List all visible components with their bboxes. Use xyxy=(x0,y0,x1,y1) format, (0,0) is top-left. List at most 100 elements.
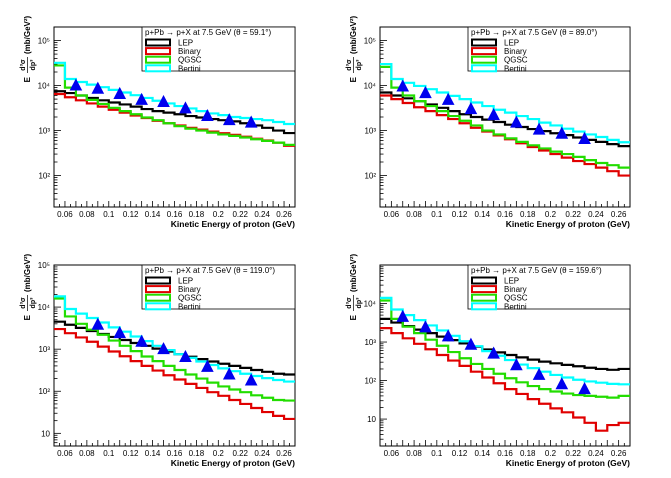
legend-swatch-binary xyxy=(471,285,497,294)
x-tick-label: 0.22 xyxy=(232,449,248,458)
x-axis-title: Kinetic Energy of proton (GeV) xyxy=(171,458,295,468)
data-point xyxy=(113,326,127,339)
data-point xyxy=(244,115,258,128)
legend-swatch-qgsc xyxy=(145,55,171,64)
y-tick-label: 10 xyxy=(41,429,50,438)
data-point xyxy=(487,346,500,359)
data-point xyxy=(441,329,455,342)
legend-swatch-lep xyxy=(471,276,497,285)
legend-label-binary: Binary xyxy=(178,285,201,294)
data-point xyxy=(113,86,127,99)
legend-label-binary: Binary xyxy=(178,47,201,56)
y-axis-title-num: d³σ xyxy=(346,297,353,309)
x-tick-label: 0.16 xyxy=(167,449,183,458)
x-tick-label: 0.16 xyxy=(497,210,513,219)
legend-title: p+Pb → p+X at 7.5 GeV (θ = 159.6°) xyxy=(471,266,602,275)
x-tick-label: 0.12 xyxy=(123,210,139,219)
x-tick-label: 0.24 xyxy=(254,449,270,458)
y-tick-label: 10⁴ xyxy=(38,82,51,91)
x-tick-label: 0.24 xyxy=(254,210,270,219)
legend-swatch-qgsc xyxy=(145,293,171,302)
x-tick-label: 0.26 xyxy=(276,449,292,458)
y-tick-label: 10² xyxy=(364,172,376,181)
x-tick-label: 0.24 xyxy=(588,449,604,458)
legend-title: p+Pb → p+X at 7.5 GeV (θ = 89.0°) xyxy=(471,28,598,37)
y-axis-title-num: d³σ xyxy=(20,59,27,71)
y-tick-label: 10⁴ xyxy=(38,303,51,312)
y-tick-label: 10³ xyxy=(364,127,376,136)
legend-swatch-binary xyxy=(471,47,497,56)
chart-panel-3: 0.06 0.08 0.1 0.12 0.14 0.16 0.18 0.2 0.22 0.24 0.… xyxy=(20,253,296,468)
x-tick-label: 0.08 xyxy=(406,449,422,458)
x-tick-label: 0.2 xyxy=(213,210,225,219)
x-tick-label: 0.16 xyxy=(167,210,183,219)
data-point xyxy=(135,92,148,105)
data-point xyxy=(396,79,410,92)
x-tick-label: 0.14 xyxy=(145,210,161,219)
data-point xyxy=(532,122,546,135)
series-line-qgsc xyxy=(54,64,295,146)
x-tick-label: 0.16 xyxy=(497,449,513,458)
data-point xyxy=(396,309,410,322)
y-axis-title-unit: (mb/GeV²) xyxy=(349,253,358,292)
series-line-bertini xyxy=(380,62,630,144)
legend-swatch-lep xyxy=(145,38,171,47)
x-tick-label: 0.06 xyxy=(57,210,73,219)
legend-label-bertini: Bertini xyxy=(178,302,201,311)
x-tick-label: 0.14 xyxy=(474,449,490,458)
legend-label-bertini: Bertini xyxy=(504,302,527,311)
y-axis-title-den: dp³ xyxy=(356,297,363,309)
legend-swatch-binary xyxy=(145,285,171,294)
data-point xyxy=(91,81,105,94)
y-tick-label: 10³ xyxy=(364,338,376,347)
data-point xyxy=(510,115,523,128)
chart-panel-1: 0.06 0.08 0.1 0.12 0.14 0.16 0.18 0.2 0.22 0.24 0.… xyxy=(20,15,296,229)
x-axis-title: Kinetic Energy of proton (GeV) xyxy=(506,458,630,468)
legend-label-lep: LEP xyxy=(504,277,519,286)
legend-swatch-lep xyxy=(471,38,497,47)
y-tick-label: 10³ xyxy=(38,127,50,136)
data-point xyxy=(419,86,432,99)
legend-label-bertini: Bertini xyxy=(504,64,527,73)
data-point xyxy=(201,108,214,122)
x-tick-label: 0.2 xyxy=(213,449,225,458)
x-axis-title: Kinetic Energy of proton (GeV) xyxy=(171,219,295,229)
y-tick-label: 10² xyxy=(38,172,50,181)
data-point xyxy=(419,320,432,333)
x-tick-label: 0.14 xyxy=(145,449,161,458)
data-point xyxy=(532,367,546,380)
y-axis-title-den: dp³ xyxy=(30,59,37,71)
data-point xyxy=(464,101,478,115)
y-axis-title-e: E xyxy=(23,314,32,320)
y-axis-title-num: d³σ xyxy=(346,59,353,71)
legend-label-bertini: Bertini xyxy=(178,64,201,73)
legend-label-lep: LEP xyxy=(178,277,193,286)
x-tick-label: 0.12 xyxy=(452,449,468,458)
x-tick-label: 0.08 xyxy=(79,210,95,219)
series-line-binary xyxy=(380,327,630,432)
legend-label-qgsc: QGSC xyxy=(178,56,202,65)
y-axis-title-e: E xyxy=(349,76,358,82)
data-point xyxy=(201,359,214,372)
data-point xyxy=(222,367,236,380)
x-tick-label: 0.08 xyxy=(406,210,422,219)
y-tick-label: 10⁵ xyxy=(38,37,50,46)
chart-panel-4: 0.06 0.08 0.1 0.12 0.14 0.16 0.18 0.2 0.22 0.24 0.… xyxy=(346,253,631,468)
x-tick-label: 0.12 xyxy=(123,449,139,458)
y-axis-title-unit: (mb/GeV²) xyxy=(349,15,358,54)
legend-swatch-bertini xyxy=(471,64,497,73)
series-line-qgsc xyxy=(54,297,295,402)
y-tick-label: 10⁴ xyxy=(364,300,377,309)
x-tick-label: 0.18 xyxy=(520,210,536,219)
y-tick-label: 10² xyxy=(38,387,50,396)
x-tick-label: 0.12 xyxy=(452,210,468,219)
x-tick-label: 0.08 xyxy=(79,449,95,458)
x-tick-label: 0.22 xyxy=(565,449,581,458)
data-point xyxy=(179,349,192,363)
x-tick-label: 0.2 xyxy=(545,449,557,458)
data-point xyxy=(135,334,148,347)
